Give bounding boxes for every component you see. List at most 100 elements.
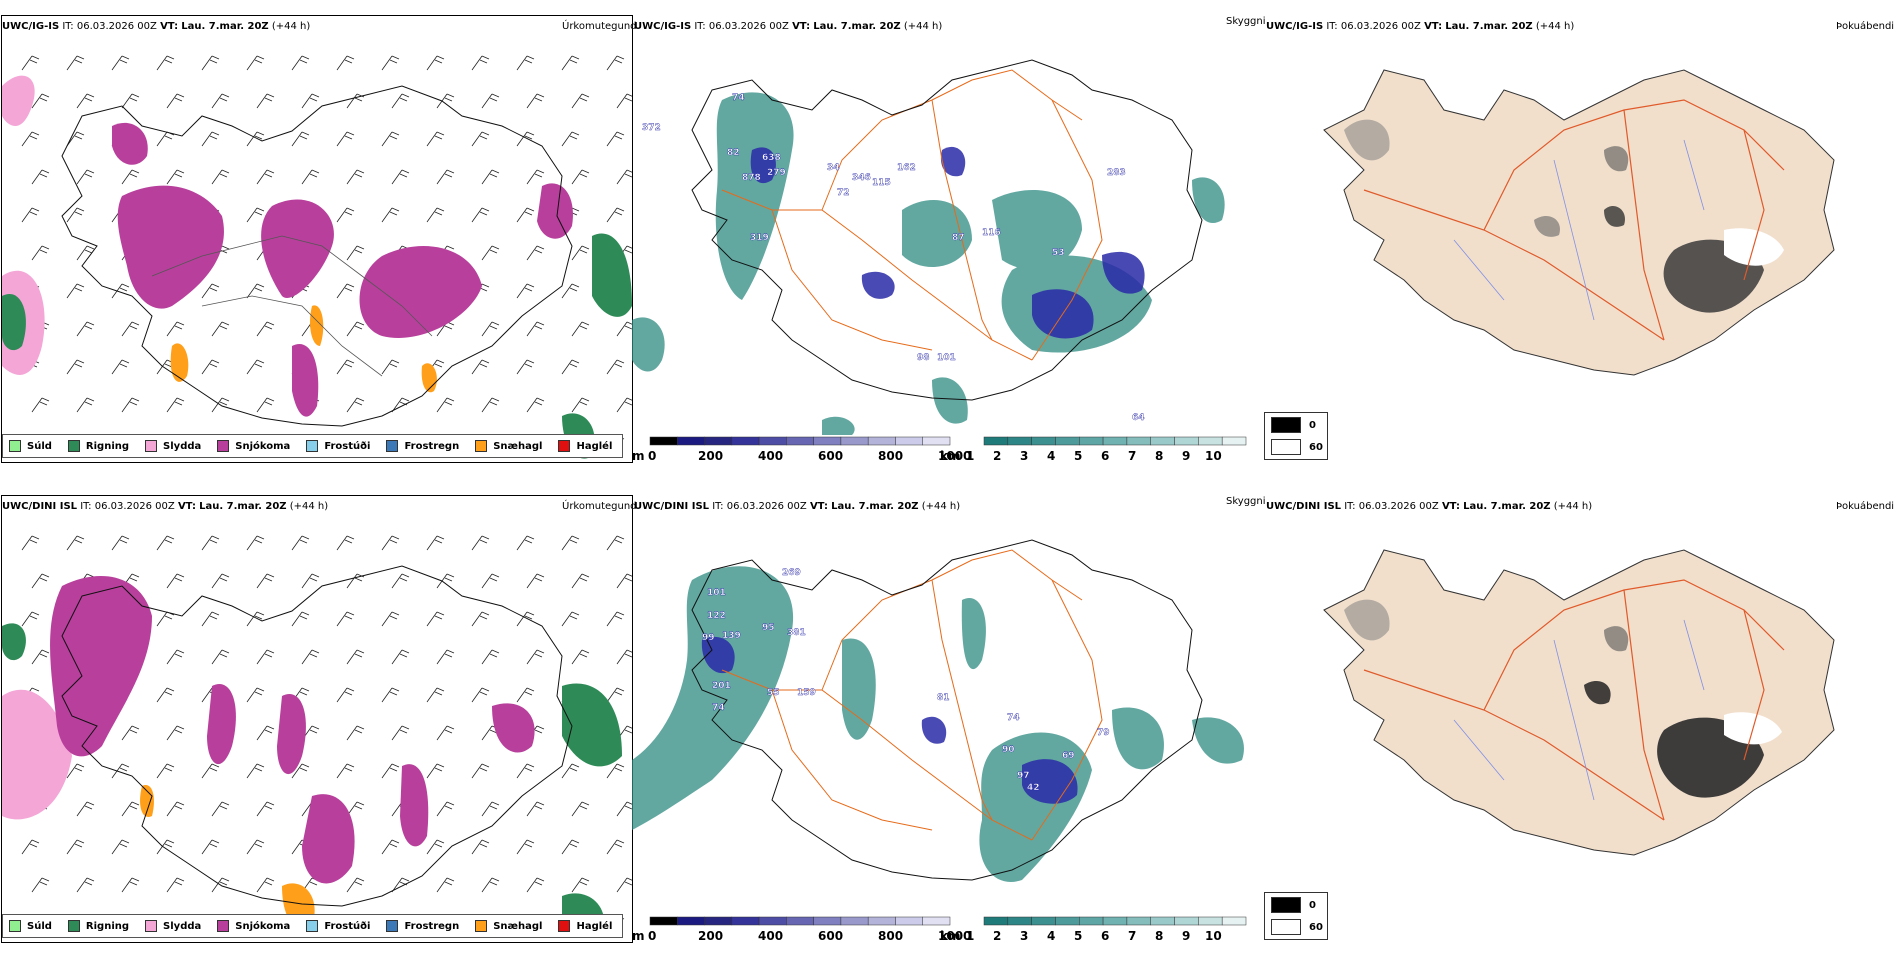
- ridge-height-label: 72: [837, 188, 850, 198]
- panel-title-precip: Úrkomutegund: [562, 501, 637, 512]
- wind-barb: [436, 725, 455, 741]
- legend-item-rigning: Rigning: [67, 440, 129, 452]
- ridge-height-label: 139: [722, 631, 741, 641]
- wind-barb: [111, 359, 130, 375]
- wind-barb: [166, 573, 185, 589]
- wind-barb: [426, 535, 445, 551]
- visibility-scale-cell: [1007, 916, 1032, 926]
- wind-barb: [481, 93, 500, 109]
- ridge-height-label: 42: [1027, 783, 1040, 793]
- visibility-map[interactable]: 269 101 122 99 139 95 381 201 55 159 74 81 74 90 69 79 9…: [632, 520, 1264, 915]
- wind-barb: [201, 611, 220, 627]
- panel-header: UWC/IG-IS IT: 06.03.2026 00Z VT: Lau. 7.…: [634, 21, 943, 32]
- wind-barb: [606, 535, 625, 551]
- legend-item-sudl: Súld: [9, 440, 52, 452]
- ceiling-scale-cell: [649, 436, 678, 446]
- wind-barb: [291, 131, 310, 147]
- wind-barb: [391, 725, 410, 741]
- fog-swatch: [1271, 439, 1301, 455]
- wind-barb: [211, 397, 230, 413]
- wind-barb: [561, 283, 580, 299]
- ridge-height-label: 381: [787, 628, 806, 638]
- visibility-scale-cell: [1031, 436, 1056, 446]
- wind-barb: [526, 877, 545, 893]
- wind-barb: [381, 131, 400, 147]
- wind-barb: [481, 397, 500, 413]
- fog-land: [1323, 69, 1835, 376]
- wind-barb: [156, 763, 175, 779]
- legend-swatch: [386, 920, 399, 932]
- legend-swatch: [306, 440, 319, 452]
- forecast-row-dini-isl: UWC/DINI ISL IT: 06.03.2026 00Z VT: Lau.…: [0, 480, 1900, 955]
- wind-barb: [471, 131, 490, 147]
- fog-legend-row: 0: [1271, 897, 1316, 913]
- ridge-height-label: 638: [762, 153, 781, 163]
- wind-barb: [121, 93, 140, 109]
- wind-barb: [256, 397, 275, 413]
- wind-barb: [31, 245, 50, 261]
- visibility-map[interactable]: 372 74 82 638 279 878 319 34 346 162 72 115 283 87 116…: [632, 40, 1264, 435]
- wind-barb: [481, 801, 500, 817]
- scale-bars: m 0 200 400 600 800 1000 km 1 2 3 4 5 6 7 8 9 10: [632, 436, 1264, 466]
- precip-type-map[interactable]: [1, 495, 633, 943]
- wind-barb: [616, 397, 632, 413]
- wind-barb: [606, 763, 625, 779]
- forecast-row-ig-is: UWC/IG-IS IT: 06.03.2026 00Z VT: Lau. 7.…: [0, 0, 1900, 475]
- ridge-height-label: 90: [1002, 745, 1015, 755]
- wind-barb: [346, 397, 365, 413]
- wind-barb: [571, 397, 590, 413]
- wind-barb: [571, 573, 590, 589]
- wind-barb: [211, 649, 230, 665]
- ceiling-scale-tick: 1000: [938, 929, 971, 943]
- wind-barb: [481, 245, 500, 261]
- fog-legend-row: 0: [1271, 417, 1316, 433]
- wind-barb: [426, 611, 445, 627]
- wind-barb: [336, 207, 355, 223]
- ridge-height-label: 74: [712, 703, 725, 713]
- wind-barb: [31, 93, 50, 109]
- wind-barb: [76, 321, 95, 337]
- wind-barb: [471, 687, 490, 703]
- wind-barb: [291, 763, 310, 779]
- wind-barb: [76, 169, 95, 185]
- wind-barb: [301, 573, 320, 589]
- visibility-scale-cell: [1221, 916, 1247, 926]
- visibility-scale-unit: km: [940, 449, 960, 463]
- fog-land: [1323, 549, 1835, 856]
- wind-barb: [346, 321, 365, 337]
- wind-barb: [426, 763, 445, 779]
- roads: [721, 549, 1103, 841]
- ceiling-scale-cell: [731, 436, 760, 446]
- legend-item-frostregn: Frostregn: [386, 920, 459, 932]
- visibility-scale-tick: 9: [1182, 929, 1190, 943]
- wind-barb: [121, 877, 140, 893]
- wind-barb: [471, 55, 490, 71]
- legend-swatch: [9, 920, 21, 932]
- fog-map[interactable]: [1304, 40, 1864, 430]
- visibility-scale-tick: 7: [1128, 449, 1136, 463]
- fog-map[interactable]: [1304, 520, 1864, 910]
- wind-barb: [526, 93, 545, 109]
- fog-legend: 0 60: [1264, 892, 1328, 940]
- visibility-scale-cell: [1007, 436, 1032, 446]
- wind-barb: [256, 93, 275, 109]
- wind-barb: [21, 611, 40, 627]
- wind-barb: [616, 877, 632, 893]
- precip-type-map[interactable]: [1, 15, 633, 463]
- ceiling-scale-cell: [813, 436, 842, 446]
- scale-bars: m 0 200 400 600 800 1000 km 1 2 3 4 5 6 7 8 9 10: [632, 916, 1264, 946]
- visibility-scale-tick: 8: [1155, 449, 1163, 463]
- wind-barb: [166, 725, 185, 741]
- wind-barb: [256, 573, 275, 589]
- wind-barb: [336, 359, 355, 375]
- ridge-height-label: 279: [767, 168, 786, 178]
- visibility-scale-tick: 1: [966, 449, 974, 463]
- visibility-scale-cell: [1174, 916, 1199, 926]
- wind-barb: [256, 169, 275, 185]
- visibility-scale-tick: 10: [1205, 449, 1222, 463]
- wind-barb: [156, 611, 175, 627]
- ceiling-scale-unit: m: [632, 929, 645, 943]
- ceiling-scale-cell: [758, 436, 787, 446]
- wind-barb: [246, 763, 265, 779]
- wind-barb: [516, 283, 535, 299]
